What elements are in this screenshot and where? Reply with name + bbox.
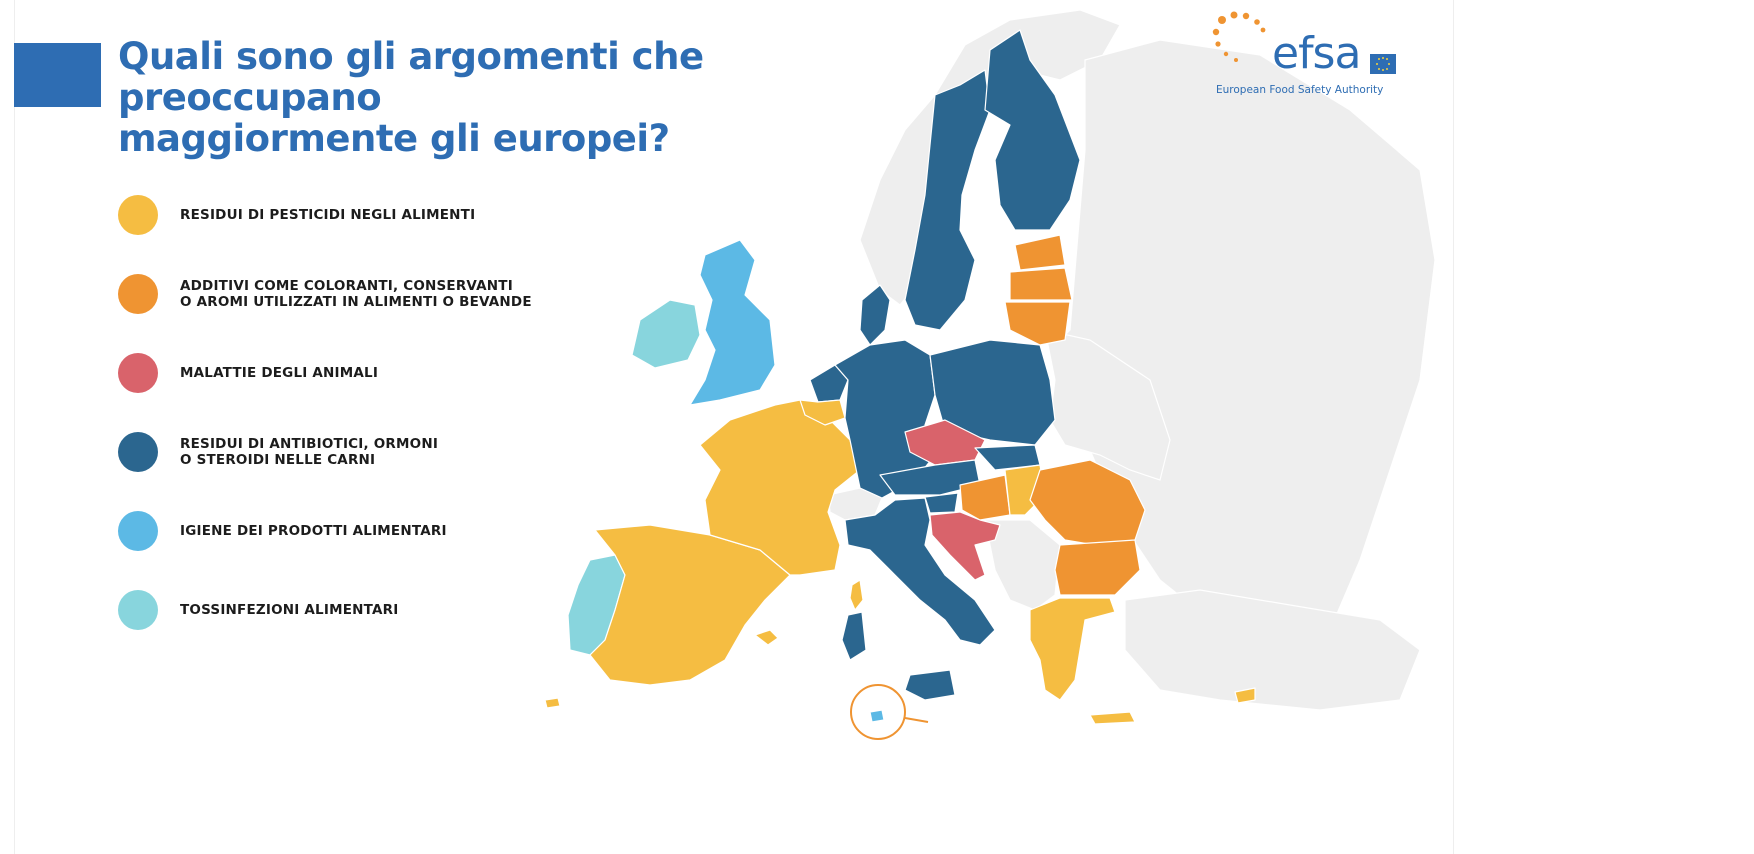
country-slovenia	[924, 492, 959, 514]
country-balkans	[984, 519, 1061, 611]
legend-label-food-poisoning: TOSSINFEZIONI ALIMENTARI	[180, 602, 399, 618]
country-ireland	[631, 299, 701, 369]
eu-flag-icon	[1370, 54, 1396, 74]
legend-label-animal-diseases: MALATTIE DEGLI ANIMALI	[180, 365, 379, 381]
country-netherlands	[809, 364, 849, 403]
country-croatia	[929, 511, 1001, 581]
title-line-1: Quali sono gli argomenti che preoccupano	[118, 35, 704, 119]
country-united-kingdom	[689, 239, 776, 406]
malta-callout-arrow	[904, 717, 929, 723]
country-balearics	[754, 629, 779, 646]
legend-label-pesticides: RESIDUI DI PESTICIDI NEGLI ALIMENTI	[180, 207, 476, 223]
country-lithuania	[1004, 301, 1071, 346]
country-finland	[984, 29, 1081, 231]
logo-wordmark: efsa	[1272, 28, 1361, 79]
country-crete	[1089, 711, 1136, 725]
legend-item-additives: ADDITIVI COME COLORANTI, CONSERVANTI O A…	[118, 274, 532, 314]
legend-swatch-food-poisoning	[118, 590, 158, 630]
country-estonia	[1014, 234, 1066, 271]
page-title: Quali sono gli argomenti che preoccupano…	[118, 36, 918, 159]
country-malta	[869, 709, 885, 723]
legend-label-hygiene: IGIENE DEI PRODOTTI ALIMENTARI	[180, 523, 447, 539]
country-cyprus	[1234, 687, 1256, 704]
eu-countries	[544, 29, 1256, 725]
country-turkey	[1124, 589, 1421, 711]
europe-map	[544, 9, 1436, 740]
header-accent-block	[14, 43, 101, 107]
legend-label-additives: ADDITIVI COME COLORANTI, CONSERVANTI O A…	[180, 278, 532, 310]
legend-item-animal-diseases: MALATTIE DEGLI ANIMALI	[118, 353, 378, 393]
malta-callout-circle	[850, 684, 906, 740]
country-poland	[929, 339, 1056, 446]
country-bulgaria	[1054, 539, 1141, 596]
country-sardinia	[841, 611, 867, 661]
country-denmark	[859, 284, 891, 346]
country-italy	[844, 497, 996, 646]
legend-item-hygiene: IGIENE DEI PRODOTTI ALIMENTARI	[118, 511, 447, 551]
efsa-logo: efsa European Food Safety Authority	[1208, 10, 1408, 105]
country-canaries	[544, 697, 561, 709]
legend-item-food-poisoning: TOSSINFEZIONI ALIMENTARI	[118, 590, 398, 630]
country-corsica	[849, 579, 864, 611]
country-latvia	[1009, 267, 1073, 301]
title-line-2: maggiormente gli europei?	[118, 117, 670, 160]
country-sicily	[904, 669, 956, 701]
legend-swatch-animal-diseases	[118, 353, 158, 393]
country-greece	[1029, 597, 1116, 701]
legend-swatch-pesticides	[118, 195, 158, 235]
legend-item-antibiotics: RESIDUI DI ANTIBIOTICI, ORMONI O STEROID…	[118, 432, 438, 472]
country-hungary-west	[959, 474, 1011, 521]
legend-label-antibiotics: RESIDUI DI ANTIBIOTICI, ORMONI O STEROID…	[180, 436, 439, 468]
legend-swatch-hygiene	[118, 511, 158, 551]
legend-item-pesticides: RESIDUI DI PESTICIDI NEGLI ALIMENTI	[118, 195, 475, 235]
legend-swatch-antibiotics	[118, 432, 158, 472]
efsa-star-arc-icon	[1212, 11, 1266, 62]
logo-subtitle: European Food Safety Authority	[1216, 84, 1384, 96]
legend-swatch-additives	[118, 274, 158, 314]
